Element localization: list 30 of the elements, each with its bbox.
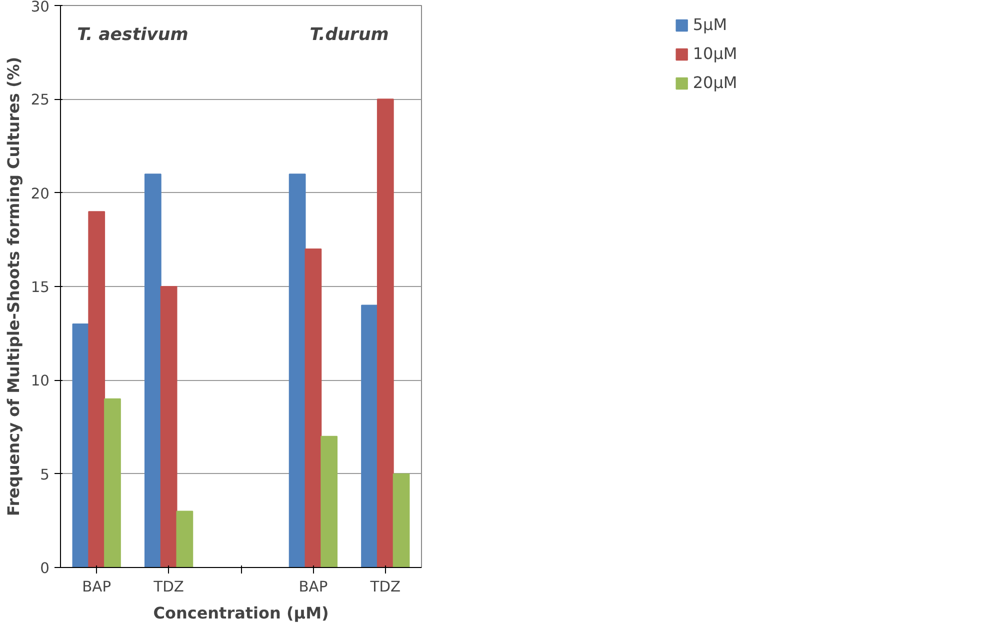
bar (304, 248, 322, 568)
x-tick-label: TDZ (369, 578, 401, 596)
legend-label: 5µM (692, 15, 727, 34)
legend-label: 10µM (692, 44, 738, 63)
y-tick-label: 5 (40, 466, 50, 484)
bar (104, 398, 121, 568)
annotation: T.durum (310, 24, 389, 45)
y-axis-title: Frequency of Multiple-Shoots forming Cultures (%) (4, 56, 23, 516)
y-tick-label: 10 (30, 372, 50, 390)
bar (288, 174, 306, 568)
x-tick-label: BAP (298, 578, 328, 596)
bar (144, 174, 162, 568)
x-tick-label: BAP (82, 578, 112, 596)
y-tick-label: 25 (30, 92, 50, 109)
bar (176, 510, 194, 568)
x-axis-title: Concentration (µM) (153, 604, 329, 622)
y-tick-label: 20 (30, 185, 50, 202)
y-tick-label: 30 (30, 0, 50, 16)
x-tick-label: TDZ (152, 578, 184, 596)
bar (361, 304, 378, 568)
bar (392, 473, 410, 568)
bar (376, 98, 394, 568)
bar (72, 323, 90, 568)
legend-label: 20µM (692, 73, 738, 92)
annotation: T. aestivum (77, 24, 188, 45)
y-tick-label: 0 (40, 560, 50, 577)
bar (88, 211, 106, 568)
bar (320, 436, 338, 568)
y-tick-label: 15 (30, 279, 50, 296)
bar (160, 286, 178, 568)
